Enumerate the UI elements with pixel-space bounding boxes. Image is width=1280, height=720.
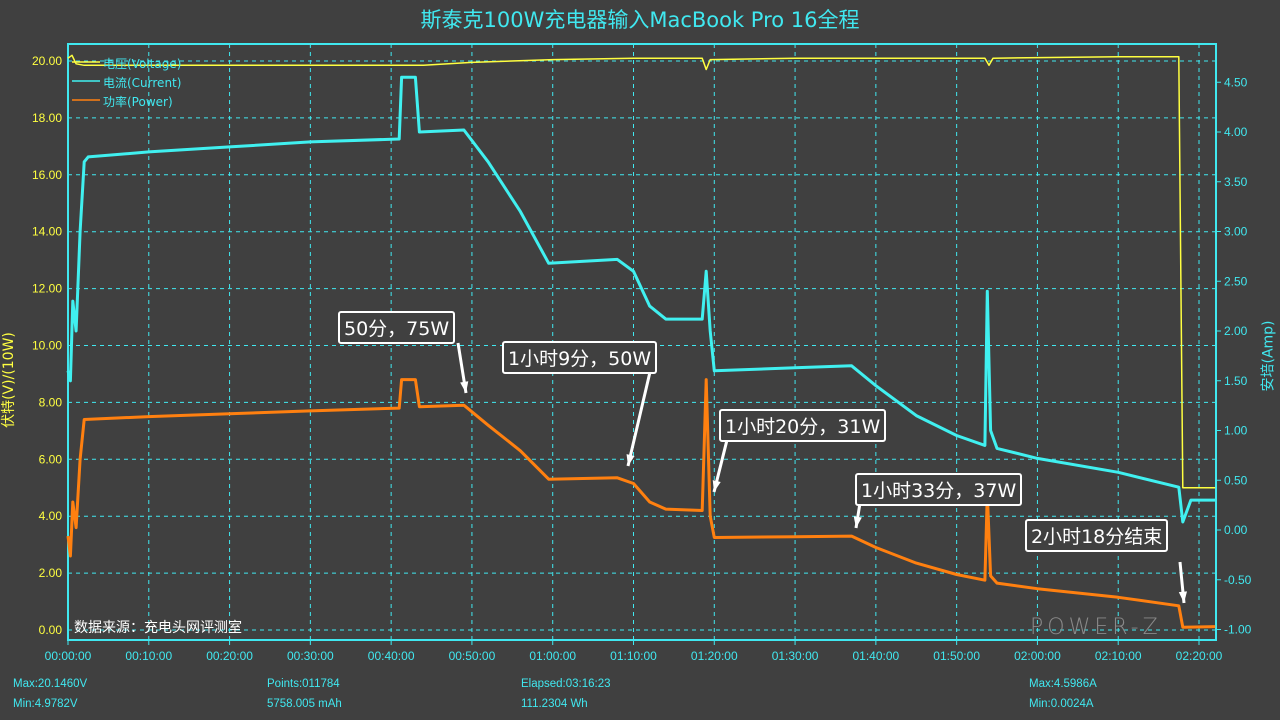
y-tick-right: 1.50 bbox=[1224, 374, 1248, 388]
x-tick: 01:40:00 bbox=[852, 649, 899, 663]
plot-frame bbox=[67, 43, 1217, 641]
series-line-current bbox=[66, 75, 1216, 524]
annotation-label: 1小时9分，50W bbox=[502, 341, 658, 374]
y-tick-right: -1.00 bbox=[1224, 623, 1252, 637]
chart-title: 斯泰克100W充电器输入MacBook Pro 16全程 bbox=[420, 8, 860, 32]
series-line-power bbox=[66, 378, 1216, 629]
y-tick-left: 16.00 bbox=[32, 168, 62, 182]
energy-wh: 111.2304 Wh bbox=[521, 698, 588, 710]
x-tick: 01:30:00 bbox=[772, 649, 819, 663]
annotation-label: 2小时18分结束 bbox=[1025, 519, 1169, 552]
y-tick-right: 4.50 bbox=[1224, 75, 1248, 89]
points-count: Points:011784 bbox=[267, 678, 340, 690]
y-tick-left: 0.00 bbox=[39, 623, 63, 637]
y-tick-left: 18.00 bbox=[32, 111, 62, 125]
y-tick-left: 4.00 bbox=[39, 509, 63, 523]
x-tick: 02:00:00 bbox=[1014, 649, 1061, 663]
y-tick-left: 12.00 bbox=[32, 282, 62, 296]
y-tick-left: 20.00 bbox=[32, 54, 62, 68]
y-axis-right-label: 安培(Amp) bbox=[1260, 320, 1277, 392]
x-tick: 00:10:00 bbox=[125, 649, 172, 663]
x-tick: 02:10:00 bbox=[1095, 649, 1142, 663]
y-tick-left: 8.00 bbox=[39, 395, 63, 409]
current-min: Min:0.0024A bbox=[1029, 698, 1094, 710]
x-tick: 00:40:00 bbox=[368, 649, 415, 663]
x-tick: 01:50:00 bbox=[933, 649, 980, 663]
y-tick-left: 10.00 bbox=[32, 339, 62, 353]
legend-power: 功率(Power) bbox=[103, 95, 173, 109]
y-tick-right: 1.00 bbox=[1224, 424, 1248, 438]
capacity-mah: 5758.005 mAh bbox=[267, 698, 342, 710]
y-tick-right: 0.00 bbox=[1224, 523, 1248, 537]
annotation-label: 1小时33分，37W bbox=[855, 473, 1023, 506]
y-tick-left: 6.00 bbox=[39, 452, 63, 466]
voltage-min: Min:4.9782V bbox=[13, 698, 78, 710]
annotation-arrow bbox=[626, 371, 652, 467]
annotation-arrowhead bbox=[712, 480, 721, 492]
legend-current: 电流(Current) bbox=[103, 76, 182, 90]
annotation-label: 1小时20分，31W bbox=[719, 409, 887, 442]
x-tick: 02:20:00 bbox=[1176, 649, 1223, 663]
watermark-logo: POWER-Z bbox=[1030, 615, 1162, 640]
elapsed-time: Elapsed:03:16:23 bbox=[521, 678, 611, 690]
annotation-arrowhead bbox=[853, 516, 862, 528]
x-tick: 00:50:00 bbox=[449, 649, 496, 663]
x-tick: 01:20:00 bbox=[691, 649, 738, 663]
annotation-arrowhead bbox=[626, 454, 635, 466]
y-axis-left-label: 伏特(V)/(10W) bbox=[0, 332, 17, 428]
y-tick-right: 3.00 bbox=[1224, 225, 1248, 239]
y-tick-right: 4.00 bbox=[1224, 125, 1248, 139]
x-tick: 00:00:00 bbox=[45, 649, 92, 663]
data-source-credit: 数据来源：充电头网评测室 bbox=[74, 620, 242, 636]
annotation-arrowhead bbox=[1178, 591, 1188, 603]
y-tick-right: 3.50 bbox=[1224, 175, 1248, 189]
x-tick: 01:10:00 bbox=[610, 649, 657, 663]
y-tick-right: -0.50 bbox=[1224, 573, 1252, 587]
current-max: Max:4.5986A bbox=[1029, 678, 1097, 690]
series-line-voltage bbox=[67, 54, 1216, 489]
y-tick-right: 2.00 bbox=[1224, 324, 1248, 338]
annotation-arrowhead bbox=[460, 381, 469, 393]
y-tick-right: 2.50 bbox=[1224, 274, 1248, 288]
x-tick: 00:20:00 bbox=[206, 649, 253, 663]
y-tick-left: 2.00 bbox=[39, 566, 63, 580]
x-tick: 00:30:00 bbox=[287, 649, 334, 663]
x-tick: 01:00:00 bbox=[529, 649, 576, 663]
legend-voltage: 电压(Voltage) bbox=[103, 57, 182, 71]
annotation-label: 50分，75W bbox=[338, 311, 456, 344]
y-tick-right: 0.50 bbox=[1224, 473, 1248, 487]
y-tick-left: 14.00 bbox=[32, 225, 62, 239]
voltage-max: Max:20.1460V bbox=[13, 678, 88, 690]
